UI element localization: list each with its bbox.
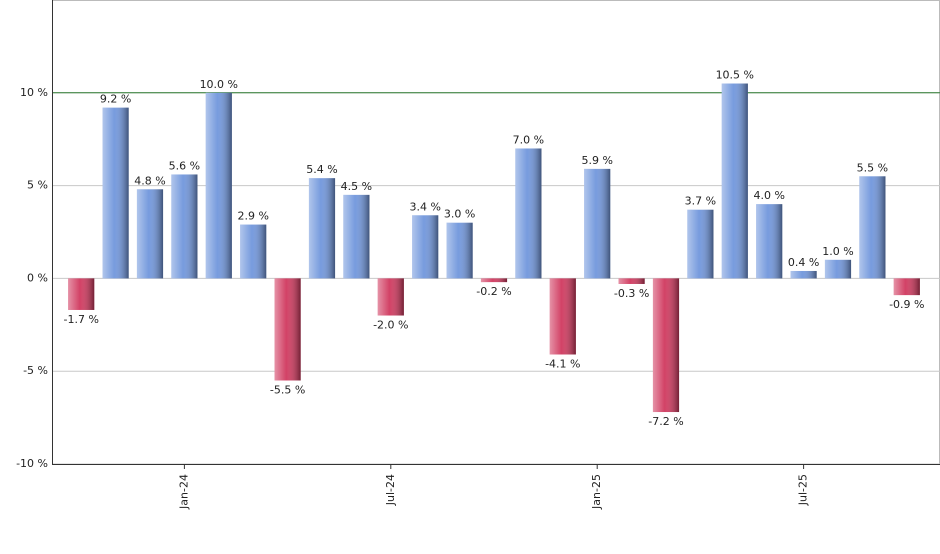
data-label: 4.0 % — [753, 189, 784, 202]
bar-shade — [618, 278, 645, 284]
data-label: -7.2 % — [648, 415, 683, 428]
bar-shade — [102, 107, 129, 279]
bar-shade — [549, 278, 576, 355]
x-tick-label: Jul-24 — [384, 474, 397, 506]
data-label: 10.0 % — [200, 78, 238, 91]
data-label: 7.0 % — [513, 133, 544, 146]
bar-shade — [205, 92, 232, 279]
data-label: 3.4 % — [409, 200, 440, 213]
y-tick-label: 5 % — [27, 179, 48, 192]
bar-shade — [136, 189, 164, 279]
y-tick-label: 0 % — [27, 271, 48, 284]
bar-shade — [721, 83, 748, 279]
bar-shade — [515, 148, 542, 279]
bar-shade — [343, 194, 370, 279]
data-label: -0.3 % — [614, 287, 649, 300]
y-tick-label: 10 % — [20, 86, 48, 99]
data-label: 2.9 % — [237, 210, 268, 223]
bar-shade — [240, 224, 267, 279]
data-label: 4.8 % — [134, 174, 165, 187]
bar-shade — [756, 204, 783, 279]
y-tick-label: -5 % — [23, 364, 48, 377]
data-label: -0.2 % — [476, 285, 511, 298]
data-label: -4.1 % — [545, 357, 580, 370]
x-tick-label: Jan-24 — [177, 474, 190, 510]
data-label: 1.0 % — [822, 245, 853, 258]
data-label: 5.9 % — [581, 154, 612, 167]
bar-shade — [790, 270, 817, 279]
bar-shade — [480, 278, 508, 283]
bar-shade — [687, 209, 714, 279]
data-label: 5.6 % — [169, 159, 200, 172]
bar-shade — [171, 174, 198, 279]
bar-shade — [859, 176, 886, 279]
data-label: 10.5 % — [716, 69, 754, 82]
data-label: 4.5 % — [341, 180, 372, 193]
x-tick-label: Jan-25 — [590, 474, 603, 510]
data-label: 5.4 % — [306, 163, 337, 176]
bar-shade — [824, 259, 852, 279]
y-tick-label: -10 % — [16, 457, 48, 470]
data-label: 0.4 % — [788, 256, 819, 269]
bar-shade — [377, 278, 404, 316]
bar-shade — [308, 178, 336, 279]
data-label: -5.5 % — [270, 383, 305, 396]
data-label: 3.0 % — [444, 208, 475, 221]
data-label: -2.0 % — [373, 319, 408, 332]
data-label: 3.7 % — [685, 195, 716, 208]
bar-shade — [412, 215, 439, 279]
data-label: 5.5 % — [857, 161, 888, 174]
bar-shade — [652, 278, 680, 413]
bar-shade — [68, 278, 95, 310]
bar-shade — [274, 278, 301, 381]
bar-shade — [893, 278, 920, 296]
bar-shade — [446, 222, 473, 279]
data-label: -1.7 % — [63, 313, 98, 326]
x-tick-label: Jul-25 — [797, 474, 810, 506]
data-label: -0.9 % — [889, 298, 924, 311]
data-label: 9.2 % — [100, 93, 131, 106]
bar-shade — [584, 168, 611, 279]
